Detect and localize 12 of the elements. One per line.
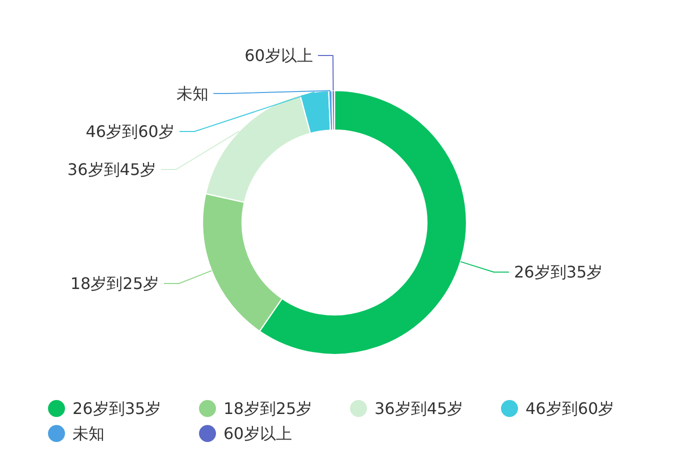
legend-label: 46岁到60岁 — [526, 399, 614, 418]
slice-label: 18岁到25岁 — [70, 274, 160, 293]
slice-label: 未知 — [176, 84, 208, 104]
slice-label: 36岁到45岁 — [67, 160, 156, 180]
slice-label: 60岁以上 — [244, 46, 313, 66]
legend-label: 26岁到35岁 — [72, 399, 162, 418]
slice-label: 26岁到35岁 — [514, 262, 603, 282]
legend-label: 36岁到45岁 — [374, 399, 464, 418]
slice-label: 46岁到60岁 — [86, 122, 174, 142]
legend-label: 60岁以上 — [224, 424, 292, 443]
legend-label: 18岁到25岁 — [224, 399, 312, 418]
legend-label: 未知 — [72, 424, 104, 443]
